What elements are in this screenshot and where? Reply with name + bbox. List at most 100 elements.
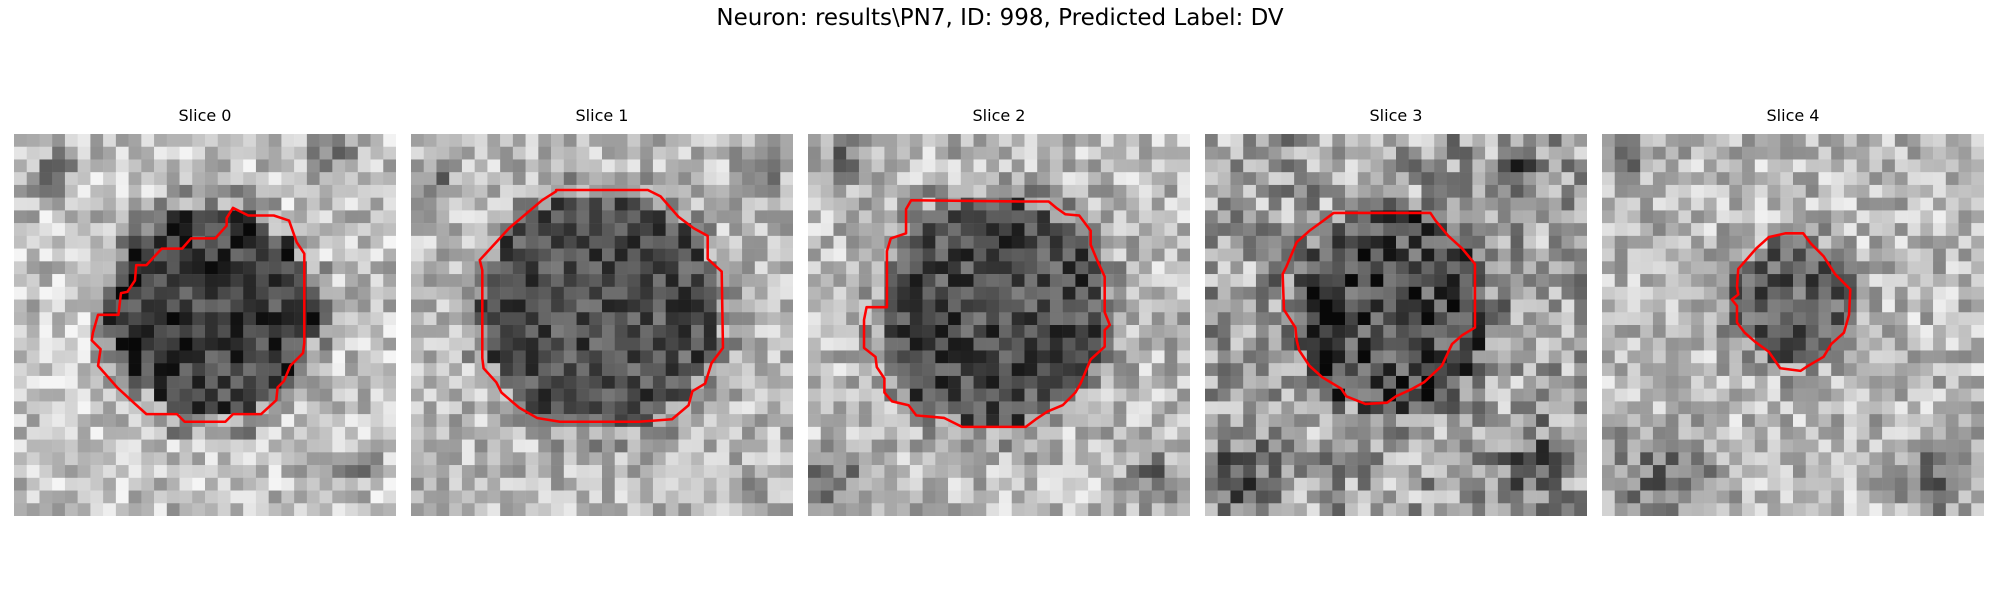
pixel (1446, 134, 1460, 147)
pixel (729, 312, 743, 326)
pixel (14, 248, 27, 262)
pixel (154, 159, 168, 173)
pixel (1665, 261, 1679, 275)
pixel (678, 452, 692, 466)
pixel (14, 223, 27, 237)
pixel (820, 388, 834, 402)
pixel (1139, 477, 1153, 491)
pixel (1691, 223, 1705, 237)
pixel (1933, 210, 1947, 224)
pixel (1614, 146, 1628, 160)
pixel (1665, 414, 1679, 428)
pixel (563, 465, 577, 479)
pixel (1869, 197, 1883, 211)
pixel (294, 477, 308, 491)
pixel (563, 248, 577, 262)
pixel (1933, 363, 1947, 377)
pixel (1255, 375, 1269, 389)
pixel (1971, 452, 1984, 466)
pixel (986, 388, 1000, 402)
pixel (1446, 452, 1460, 466)
pixel (1268, 134, 1282, 147)
pixel (230, 286, 244, 300)
pixel (1294, 134, 1308, 147)
pixel (1602, 261, 1615, 275)
pixel (1536, 261, 1550, 275)
pixel (1230, 172, 1244, 186)
pixel (1523, 146, 1537, 160)
pixel (1958, 503, 1972, 516)
pixel (1703, 503, 1717, 516)
pixel (1958, 172, 1972, 186)
pixel (487, 197, 501, 211)
pixel (1548, 210, 1562, 224)
pixel (767, 235, 781, 249)
pixel (525, 312, 539, 326)
pixel (255, 223, 269, 237)
pixel (166, 184, 180, 198)
pixel (370, 223, 384, 237)
pixel (1332, 312, 1346, 326)
pixel (1217, 146, 1231, 160)
pixel (1920, 223, 1934, 237)
pixel (1678, 134, 1692, 147)
pixel (627, 172, 641, 186)
pixel (703, 388, 717, 402)
pixel (1037, 274, 1051, 288)
pixel (500, 172, 514, 186)
pixel (691, 184, 705, 198)
pixel (230, 210, 244, 224)
pixel (64, 159, 78, 173)
pixel (26, 261, 40, 275)
pixel (833, 248, 847, 262)
pixel (1370, 184, 1384, 198)
pixel (909, 363, 923, 377)
pixel (383, 223, 396, 237)
pixel (1920, 210, 1934, 224)
pixel (742, 426, 756, 440)
pixel (1408, 248, 1422, 262)
pixel (538, 375, 552, 389)
pixel (281, 286, 295, 300)
pixel (1243, 184, 1257, 198)
pixel (217, 172, 231, 186)
pixel (703, 172, 717, 186)
pixel (115, 426, 129, 440)
pixel (1729, 197, 1743, 211)
pixel (703, 223, 717, 237)
pixel (217, 261, 231, 275)
pixel (897, 134, 911, 147)
pixel (306, 134, 320, 147)
pixel (780, 134, 793, 147)
pixel (64, 401, 78, 415)
pixel (1894, 350, 1908, 364)
pixel (1281, 146, 1295, 160)
pixel (1319, 452, 1333, 466)
pixel (1652, 248, 1666, 262)
pixel (1510, 452, 1524, 466)
pixel (808, 375, 821, 389)
pixel (960, 172, 974, 186)
pixel (1011, 223, 1025, 237)
pixel (436, 159, 450, 173)
pixel (1614, 426, 1628, 440)
pixel (1126, 159, 1140, 173)
pixel (1894, 388, 1908, 402)
pixel (1767, 426, 1781, 440)
pixel (103, 159, 117, 173)
pixel (1446, 248, 1460, 262)
pixel (665, 184, 679, 198)
pixel (973, 414, 987, 428)
pixel (589, 490, 603, 504)
pixel (1370, 223, 1384, 237)
pixel (1729, 426, 1743, 440)
pixel (1408, 223, 1422, 237)
pixel (370, 134, 384, 147)
pixel (1294, 235, 1308, 249)
pixel (858, 159, 872, 173)
pixel (52, 210, 66, 224)
pixel (1037, 465, 1051, 479)
pixel (1024, 286, 1038, 300)
pixel (26, 146, 40, 160)
pixel (1205, 401, 1218, 415)
